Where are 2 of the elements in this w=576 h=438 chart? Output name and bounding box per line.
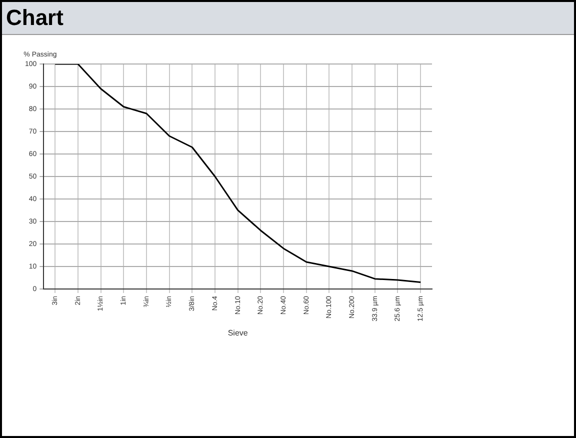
x-axis-title: Sieve [228,328,248,338]
chart-title: Chart [2,2,574,35]
